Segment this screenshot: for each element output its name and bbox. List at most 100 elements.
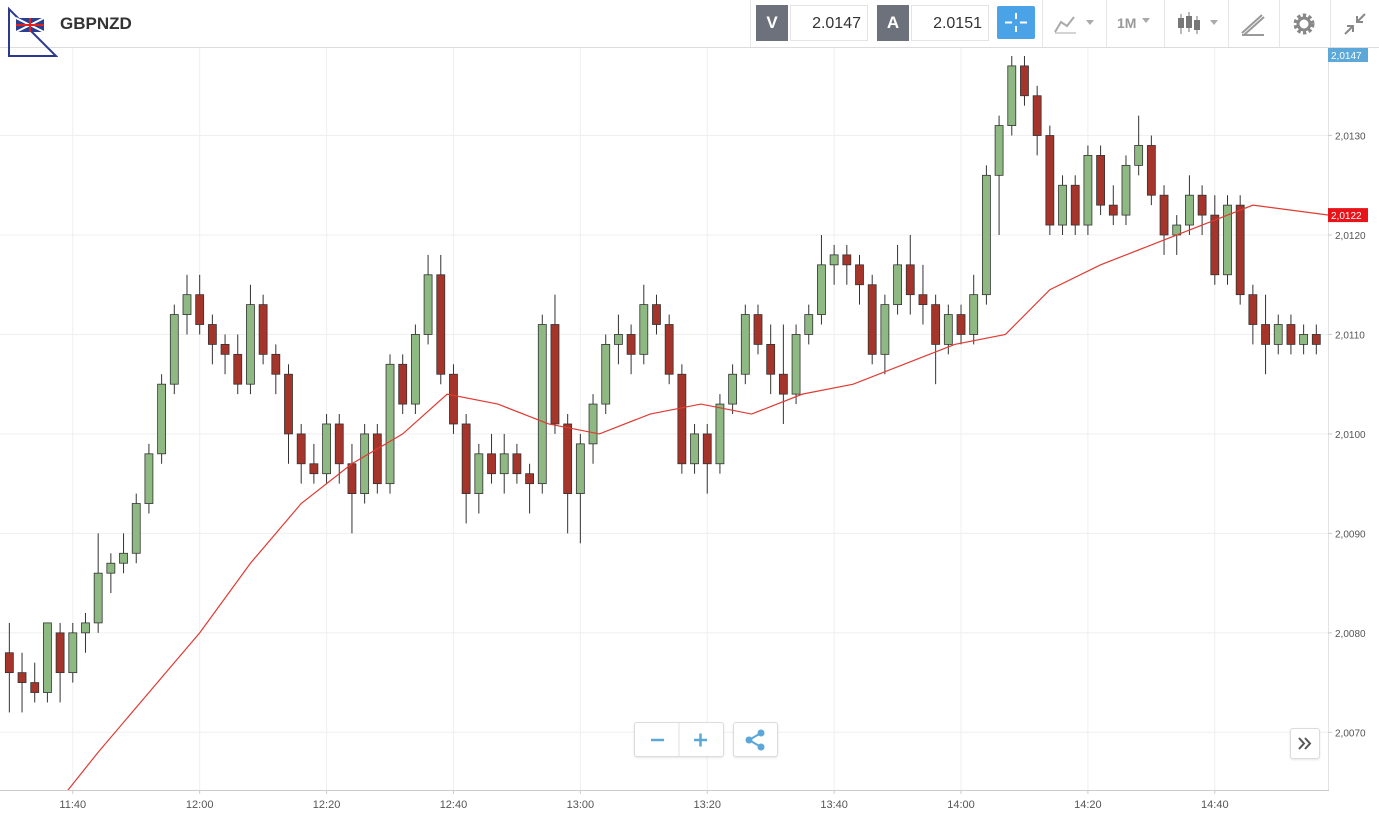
candle-body-down: [677, 373, 687, 465]
candle-body-up: [588, 403, 598, 445]
candle-body-down: [55, 632, 65, 674]
candle-body-down: [220, 344, 230, 355]
candle-body-down: [918, 294, 928, 306]
x-tick-label: 12:20: [313, 799, 341, 811]
candle-body-down: [512, 453, 522, 475]
candle-body-up: [246, 304, 255, 385]
candle-body-down: [626, 334, 636, 355]
separator: [1106, 0, 1107, 47]
candle-body-up: [715, 403, 725, 465]
candle-body-down: [753, 314, 763, 345]
candle-body-up: [182, 294, 192, 315]
y-tick-label: 2,0080: [1335, 629, 1366, 640]
candle-body-up: [728, 373, 738, 405]
candle-body-down: [931, 304, 941, 345]
collapse-button[interactable]: [1342, 11, 1368, 37]
settings-button[interactable]: [1290, 10, 1318, 38]
last-price-tag-label: 2,0147: [1331, 51, 1362, 62]
candle-body-down: [296, 433, 306, 465]
candle-body-up: [423, 274, 433, 335]
candle-body-up: [969, 294, 979, 335]
candle-body-down: [1197, 194, 1207, 216]
zoom-group: [634, 722, 724, 757]
dropdown-arrow: [1142, 18, 1150, 23]
last-price-tag: [1328, 48, 1368, 62]
candle-body-down: [17, 672, 27, 683]
y-tick-label: 2,0070: [1335, 728, 1366, 739]
y-tick-label: 2,0100: [1335, 430, 1366, 441]
candle-body-up: [1134, 145, 1144, 166]
candle-body-up: [740, 314, 750, 375]
overlay-price-tag: [1328, 208, 1368, 223]
candle-body-down: [563, 423, 573, 494]
candle-body-up: [81, 622, 90, 634]
candle-style-button[interactable]: [1176, 10, 1222, 38]
candle-body-up: [106, 562, 116, 574]
candle-body-down: [550, 324, 560, 425]
candle-body-up: [1299, 334, 1309, 345]
draw-tool-button[interactable]: [1240, 11, 1268, 37]
candle-body-down: [233, 353, 243, 385]
separator: [1164, 0, 1165, 47]
candle-body-up: [157, 383, 167, 455]
zoom-out-button[interactable]: [634, 722, 678, 755]
x-tick-label: 14:20: [1074, 799, 1102, 811]
candle-body-down: [1146, 145, 1156, 196]
candle-body-down: [1020, 65, 1029, 97]
candle-body-up: [43, 622, 52, 693]
timeframe[interactable]: 1M: [1117, 15, 1137, 31]
zoom-in-button[interactable]: [678, 722, 722, 755]
candle-body-down: [449, 373, 458, 425]
candle-body-up: [981, 174, 991, 296]
candle-body-down: [207, 324, 217, 345]
candle-body-down: [334, 423, 344, 465]
candle-body-down: [1032, 95, 1042, 136]
candle-body-down: [271, 353, 281, 375]
candle-body-down: [1045, 135, 1055, 226]
candle-body-up: [601, 344, 611, 405]
candle-body-down: [652, 304, 661, 325]
ask-price[interactable]: 2.0151: [911, 5, 989, 41]
bid-price[interactable]: 2.0147: [790, 5, 868, 41]
plot: [4, 55, 1328, 790]
x-tick-label: 14:40: [1201, 799, 1229, 811]
candle-body-down: [258, 304, 268, 355]
candle-body-up: [410, 334, 420, 405]
scroll-end-button[interactable]: [1290, 728, 1320, 759]
candle-body-up: [131, 503, 141, 554]
candle-body-down: [1070, 184, 1080, 226]
chart-type-button[interactable]: [1052, 12, 1098, 36]
candle-body-down: [1261, 324, 1270, 345]
toolbar: GBPNZD V 2.0147 A 2.0151 1M: [0, 0, 1379, 57]
share-button[interactable]: [733, 722, 778, 757]
candle-body-up: [1273, 324, 1283, 345]
candle-body-up: [893, 264, 902, 306]
candle-body-down: [461, 423, 471, 494]
x-tick-label: 13:20: [693, 799, 721, 811]
separator: [1228, 0, 1229, 47]
candle-body-down: [1159, 194, 1169, 236]
candle-body-down: [487, 453, 496, 475]
candle-body-up: [93, 572, 103, 624]
candle-body-down: [766, 344, 776, 375]
candle-body-up: [119, 552, 128, 564]
candle-body-up: [499, 453, 509, 475]
logo: [8, 6, 58, 57]
candle-body-up: [880, 304, 890, 355]
candle-body-up: [322, 423, 331, 475]
separator: [750, 0, 751, 47]
candle-body-down: [30, 682, 40, 693]
candle-body-up: [829, 254, 839, 266]
y-tick-label: 2,0090: [1335, 529, 1366, 540]
candle-body-down: [855, 264, 864, 286]
candle-body-up: [804, 314, 814, 335]
candle-body-down: [347, 463, 357, 494]
x-tick-label: 11:40: [59, 799, 86, 811]
candle-body-down: [1235, 204, 1245, 296]
crosshair-button[interactable]: [997, 6, 1035, 39]
candle-body-up: [385, 363, 395, 485]
candle-body-down: [1096, 155, 1105, 206]
candle-body-down: [398, 363, 408, 405]
